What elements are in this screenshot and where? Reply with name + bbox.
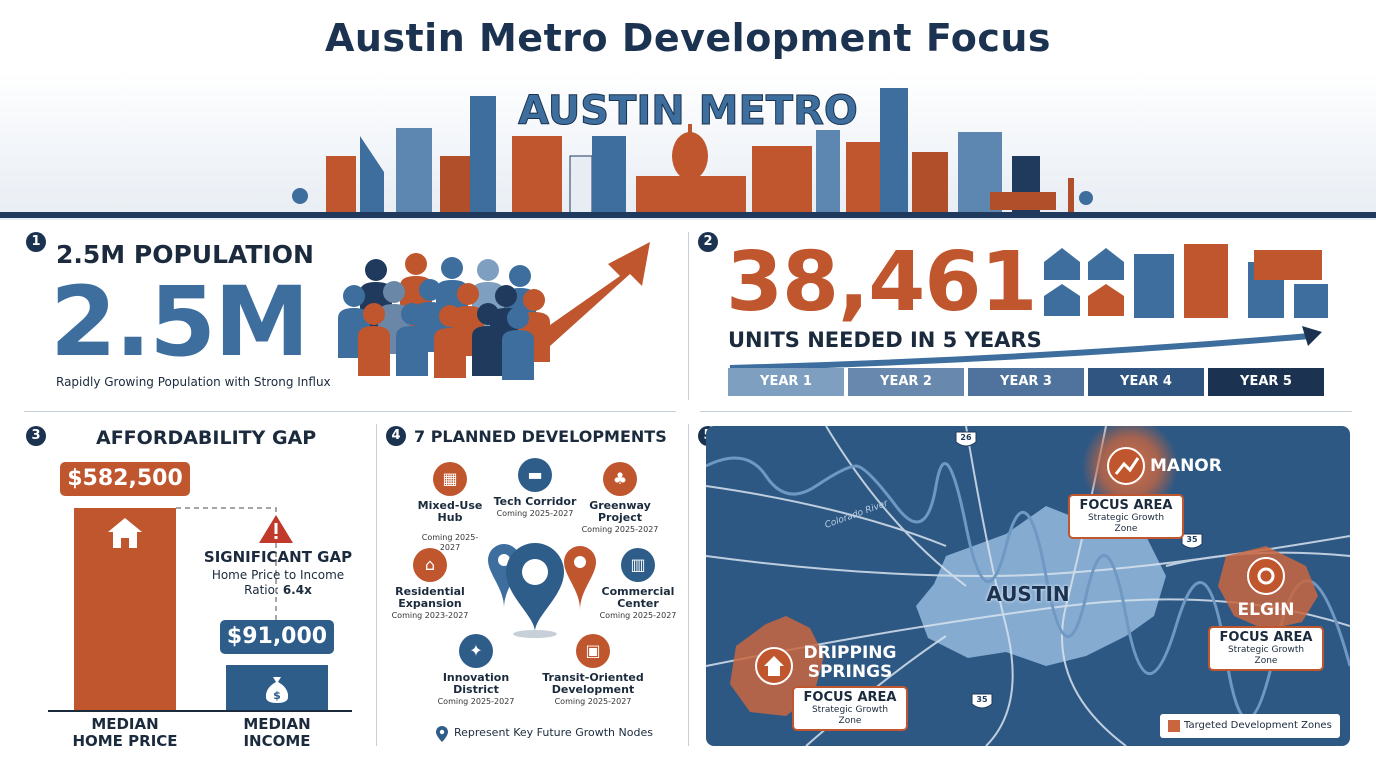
divider-bottom-right — [688, 424, 689, 746]
city-elgin: ELGIN — [1237, 600, 1295, 620]
panel-2-badge: 2 — [698, 232, 718, 252]
banner-title: AUSTIN METRO — [518, 88, 858, 134]
money-bag-icon: $ — [265, 677, 289, 703]
population-crowd-illustration — [338, 242, 650, 380]
year-4: YEAR 4 — [1088, 368, 1204, 396]
tree-icon: ♣ — [612, 469, 628, 488]
city-dripping-springs: DRIPPING SPRINGS — [803, 643, 897, 682]
median-income-label: MEDIAN INCOME — [243, 715, 311, 750]
map-pins-illustration — [488, 543, 596, 638]
warning-icon — [259, 515, 293, 543]
austin-metro-map: Colorado River 35 35 26 AUSTIN MANOR FOC… — [706, 426, 1350, 746]
store-icon: ▦ — [442, 469, 458, 488]
population-heading: 2.5M POPULATION — [56, 240, 314, 269]
banner-divider — [0, 212, 1376, 218]
growth-arrow — [729, 326, 1322, 371]
panel-1-badge: 1 — [26, 232, 46, 252]
home-price-tag: $582,500 — [60, 462, 190, 496]
population-value: 2.5M — [50, 266, 310, 378]
focus-area-manor: FOCUS AREA Strategic Growth Zone — [1068, 494, 1184, 539]
divider-top — [688, 232, 689, 400]
gap-description: Home Price to Income Ratio: 6.4x — [211, 568, 345, 597]
bench-icon: ▬ — [527, 465, 543, 484]
building-icon: ▥ — [630, 555, 646, 574]
river-label: Colorado River — [824, 498, 891, 531]
mixed-use-hub-date: Coming 2025-2027 — [421, 533, 479, 552]
legend-swatch — [1168, 720, 1180, 732]
affordability-heading: AFFORDABILITY GAP — [96, 427, 317, 449]
highway-shields: 35 35 26 — [955, 431, 1203, 709]
pin-icon — [436, 726, 448, 742]
house-icon — [108, 518, 142, 548]
city-manor: MANOR — [1150, 456, 1222, 476]
year-timeline: YEAR 1 YEAR 2 YEAR 3 YEAR 4 YEAR 5 — [728, 368, 1324, 396]
year-2: YEAR 2 — [848, 368, 964, 396]
focus-area-elgin: FOCUS AREA Strategic Growth Zone — [1208, 626, 1324, 671]
people-icon — [338, 253, 550, 380]
svg-text:26: 26 — [960, 433, 972, 442]
gap-title: SIGNIFICANT GAP — [203, 548, 353, 566]
lightbulb-icon: ✦ — [469, 641, 483, 660]
house-icon: ⌂ — [424, 555, 436, 574]
svg-text:35: 35 — [1186, 535, 1198, 544]
year-3: YEAR 3 — [968, 368, 1084, 396]
skyline-illustration: AUSTIN METRO — [292, 88, 1093, 217]
developments-legend: Represent Key Future Growth Nodes — [454, 726, 653, 739]
development-residential-expansion: ⌂ Residential Expansion Coming 2023-2027 — [390, 548, 470, 621]
year-1: YEAR 1 — [728, 368, 844, 396]
dashed-connector — [176, 507, 277, 620]
page-title: Austin Metro Development Focus — [324, 16, 1052, 60]
train-icon: ▣ — [585, 641, 601, 660]
city-austin: AUSTIN — [986, 582, 1070, 606]
divider-bottom-left — [376, 424, 377, 746]
divider-left — [24, 411, 676, 412]
development-commercial-center: ▥ Commercial Center Coming 2025-2027 — [596, 548, 680, 621]
skyline-banner: AUSTIN METRO — [0, 72, 1376, 220]
income-tag: $91,000 — [220, 620, 334, 654]
bar-baseline — [48, 710, 352, 712]
development-greenway-project: ♣ Greenway Project Coming 2025-2027 — [580, 462, 660, 535]
svg-text:35: 35 — [976, 695, 988, 704]
median-home-price-label: MEDIAN HOME PRICE — [72, 715, 178, 750]
developments-heading: 7 PLANNED DEVELOPMENTS — [414, 427, 667, 446]
gap-ratio: 6.4x — [282, 583, 312, 597]
panel-4-badge: 4 — [386, 426, 406, 446]
development-innovation-district: ✦ Innovation District Coming 2025-2027 — [436, 634, 516, 707]
skyline-buildings — [292, 88, 1093, 217]
units-needed-subtitle: UNITS NEEDED IN 5 YEARS — [728, 328, 1042, 352]
map-illustration: Colorado River 35 35 26 — [706, 426, 1350, 746]
panel-3-badge: 3 — [26, 426, 46, 446]
units-needed-value: 38,461 — [726, 235, 1037, 330]
svg-text:$: $ — [273, 689, 281, 702]
housing-icons — [1044, 244, 1328, 318]
focus-area-dripping-springs: FOCUS AREA Strategic Growth Zone — [792, 686, 908, 731]
development-transit-oriented: ▣ Transit-Oriented Development Coming 20… — [540, 634, 646, 707]
divider-right — [700, 411, 1352, 412]
population-subtitle: Rapidly Growing Population with Strong I… — [56, 375, 331, 389]
map-legend: Targeted Development Zones — [1160, 714, 1340, 738]
year-5: YEAR 5 — [1208, 368, 1324, 396]
development-mixed-use-hub: ▦ Mixed-Use Hub — [410, 462, 490, 524]
development-tech-corridor: ▬ Tech Corridor Coming 2025-2027 — [490, 458, 580, 519]
